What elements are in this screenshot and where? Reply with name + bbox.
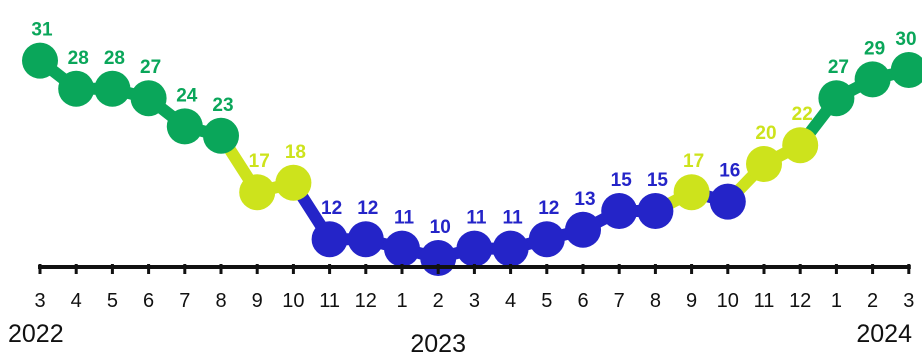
data-point-1	[58, 70, 95, 107]
data-label-0: 31	[31, 20, 53, 41]
x-tick-label-11: 2	[433, 290, 444, 312]
data-label-2: 28	[104, 48, 125, 69]
data-point-19	[709, 183, 746, 220]
data-point-9	[347, 221, 384, 258]
x-tick-label-14: 5	[541, 290, 552, 312]
data-point-10	[384, 230, 420, 267]
data-point-5	[203, 117, 239, 154]
data-point-7	[275, 164, 312, 201]
data-points	[22, 42, 922, 276]
data-point-18	[673, 174, 710, 211]
year-label-2024: 2024	[856, 320, 912, 348]
year-label-2023: 2023	[410, 330, 466, 355]
x-tick-label-6: 9	[252, 290, 263, 312]
data-point-6	[239, 174, 276, 211]
data-label-1: 28	[68, 48, 89, 69]
data-point-12	[456, 230, 493, 267]
data-label-16: 15	[611, 170, 633, 191]
data-label-15: 13	[574, 189, 595, 210]
x-tick-label-0: 3	[34, 290, 45, 312]
x-axis-tick-labels: 3 4 5 6 7 8 9 10 11 12 1 2 3 4 5 6 7 8 9 10 11 12 1 2 3	[34, 290, 914, 312]
data-point-17	[637, 193, 674, 229]
data-point-22	[818, 80, 855, 117]
x-axis-ticks	[38, 264, 911, 274]
data-point-21	[782, 127, 819, 164]
data-labels: 31 28 28 27 24 23 17 18 12 12 11 10 11 11 12 13 15 15 17 16…	[31, 20, 916, 238]
data-point-3	[130, 80, 167, 117]
x-tick-label-12: 3	[469, 290, 480, 312]
data-point-24	[890, 52, 922, 88]
data-point-16	[601, 193, 638, 229]
x-tick-label-4: 7	[179, 290, 190, 312]
x-tick-label-3: 6	[143, 290, 154, 312]
x-tick-label-7: 10	[282, 290, 304, 312]
data-label-9: 12	[357, 198, 378, 219]
data-label-5: 23	[212, 95, 233, 116]
data-point-0	[22, 42, 58, 79]
x-tick-label-15: 6	[577, 290, 588, 312]
data-point-2	[94, 70, 131, 107]
x-tick-label-22: 1	[831, 290, 842, 312]
data-label-10: 11	[394, 208, 415, 229]
data-point-4	[166, 108, 203, 145]
data-point-15	[565, 211, 601, 248]
data-label-6: 17	[249, 151, 270, 172]
data-point-14	[528, 221, 565, 258]
x-tick-label-17: 8	[650, 290, 661, 312]
data-label-22: 27	[828, 57, 849, 78]
data-label-24: 30	[895, 29, 916, 50]
data-label-3: 27	[140, 57, 161, 78]
x-tick-label-2: 5	[107, 290, 118, 312]
x-tick-label-20: 11	[754, 290, 775, 312]
data-point-20	[746, 146, 782, 182]
x-tick-label-24: 3	[903, 290, 914, 312]
data-label-19: 16	[719, 161, 740, 182]
x-tick-label-19: 10	[717, 290, 739, 312]
x-tick-label-1: 4	[71, 290, 82, 312]
data-label-17: 15	[647, 170, 669, 191]
data-label-8: 12	[321, 198, 342, 219]
x-tick-label-21: 12	[789, 290, 811, 312]
data-label-23: 29	[864, 38, 885, 59]
x-tick-label-9: 12	[355, 290, 377, 312]
year-label-2022: 2022	[8, 320, 64, 348]
data-label-11: 10	[430, 217, 451, 238]
data-label-13: 11	[503, 208, 524, 229]
data-label-20: 20	[755, 123, 776, 144]
data-point-23	[854, 61, 891, 98]
x-tick-label-13: 4	[505, 290, 516, 312]
x-tick-label-8: 11	[319, 290, 340, 312]
data-label-4: 24	[176, 85, 198, 106]
x-tick-label-23: 2	[867, 290, 878, 312]
x-tick-label-16: 7	[614, 290, 625, 312]
data-point-13	[492, 230, 529, 267]
data-label-18: 17	[683, 151, 704, 172]
data-label-14: 12	[538, 198, 559, 219]
data-label-7: 18	[285, 142, 306, 163]
x-tick-label-18: 9	[686, 290, 697, 312]
data-point-8	[311, 221, 348, 258]
data-label-12: 11	[466, 208, 487, 229]
x-tick-label-10: 1	[396, 290, 407, 312]
data-label-21: 22	[792, 104, 813, 125]
x-tick-label-5: 8	[215, 290, 226, 312]
